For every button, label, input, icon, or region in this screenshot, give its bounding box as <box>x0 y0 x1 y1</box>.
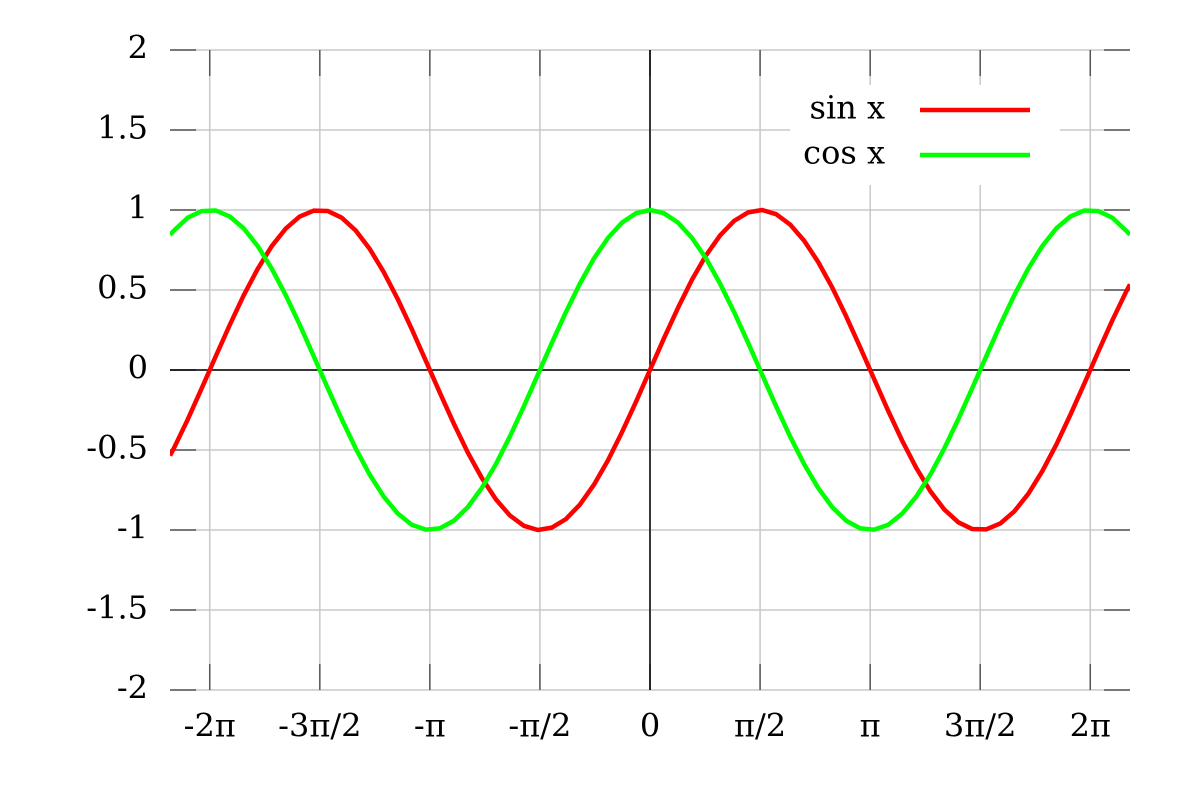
x-tick-label: π <box>860 707 881 745</box>
plot-area <box>170 207 1130 533</box>
y-tick-label: -1.5 <box>86 589 148 627</box>
legend: sin x cos x <box>790 85 1060 185</box>
series-line <box>170 207 1130 533</box>
x-tick-label: -π/2 <box>508 707 571 745</box>
legend-box <box>790 85 1060 185</box>
y-tick-label: 0.5 <box>97 269 148 307</box>
y-tick-label: 1 <box>128 189 148 227</box>
x-tick-label: π/2 <box>734 707 786 745</box>
y-tick-label: -1 <box>117 509 148 547</box>
x-tick-label: -3π/2 <box>278 707 361 745</box>
legend-label: cos x <box>803 134 885 172</box>
x-tick-label: -π <box>414 707 446 745</box>
series-line <box>170 207 1130 532</box>
y-tick-label: 2 <box>128 29 148 67</box>
x-tick-label: 3π/2 <box>944 707 1017 745</box>
legend-label: sin x <box>810 89 885 127</box>
y-tick-label: -2 <box>117 669 148 707</box>
y-tick-label: 1.5 <box>97 109 148 147</box>
x-tick-label: 2π <box>1070 707 1111 745</box>
x-tick-label: 0 <box>640 707 660 745</box>
y-tick-label: 0 <box>128 349 148 387</box>
x-tick-label: -2π <box>184 707 236 745</box>
y-tick-label: -0.5 <box>86 429 148 467</box>
